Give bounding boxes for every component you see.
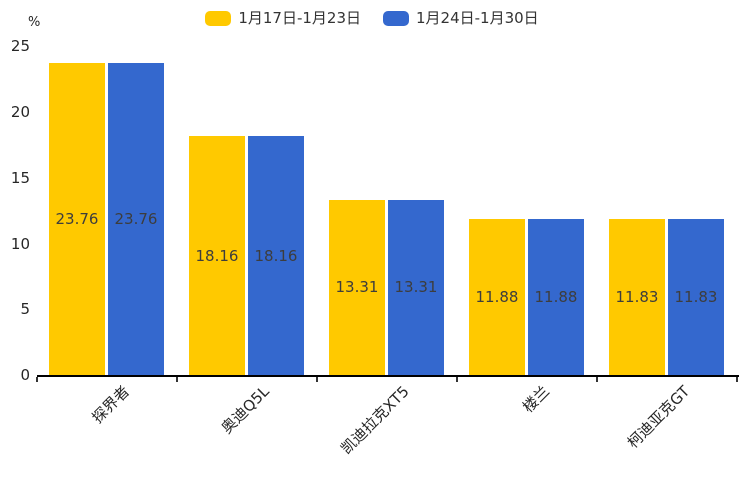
bar-week1: 11.83 — [609, 219, 665, 375]
x-tick-mark — [176, 377, 178, 382]
legend-swatch-blue — [383, 10, 409, 26]
bar-week2: 11.83 — [668, 219, 724, 375]
bar-value-label: 11.83 — [674, 288, 718, 307]
x-category-label: 凯迪拉克XT5 — [337, 382, 414, 458]
y-tick-label: 0 — [20, 366, 30, 384]
y-axis-unit-label: % — [28, 15, 41, 30]
x-tick-mark — [316, 377, 318, 382]
x-category-label: 奥迪Q5L — [218, 382, 274, 438]
bar-week1: 18.16 — [189, 136, 245, 375]
bar-value-label: 13.31 — [335, 278, 379, 297]
bar-value-label: 23.76 — [114, 209, 158, 228]
bar-value-label: 18.16 — [195, 246, 239, 265]
bar-value-label: 23.76 — [55, 209, 99, 228]
y-tick-label: 20 — [10, 103, 30, 121]
x-category-label: 柯迪亚克GT — [623, 382, 694, 452]
bar-week2: 11.88 — [528, 218, 584, 375]
x-tick-mark — [36, 377, 38, 382]
legend-label-week2: 1月24日-1月30日 — [416, 9, 539, 27]
y-tick-label: 15 — [10, 168, 30, 187]
legend-label-week1: 1月17日-1月23日 — [238, 9, 361, 27]
bar-value-label: 11.83 — [615, 288, 659, 307]
legend-item-week2: 1月24日-1月30日 — [383, 9, 539, 27]
x-tick-mark — [456, 377, 458, 382]
bar-value-label: 18.16 — [254, 246, 298, 265]
y-tick-label: 25 — [10, 37, 30, 56]
bar-week1: 13.31 — [329, 199, 385, 375]
x-category-label: 楼兰 — [519, 382, 554, 417]
bar-week2: 23.76 — [108, 62, 164, 375]
chart-legend: 1月17日-1月23日 1月24日-1月30日 — [0, 9, 744, 27]
bar-week1: 23.76 — [49, 62, 105, 375]
x-axis-line — [37, 375, 739, 377]
bar-value-label: 13.31 — [394, 278, 438, 297]
x-category-label: 探界者 — [88, 382, 134, 427]
x-tick-mark — [736, 377, 738, 382]
bar-week1: 11.88 — [469, 218, 525, 375]
bar-value-label: 11.88 — [475, 287, 519, 306]
legend-item-week1: 1月17日-1月23日 — [205, 9, 361, 27]
bar-value-label: 11.88 — [534, 287, 578, 306]
y-tick-label: 5 — [20, 300, 30, 319]
bar-week2: 18.16 — [248, 136, 304, 375]
y-tick-label: 10 — [10, 234, 30, 253]
x-tick-mark — [596, 377, 598, 382]
legend-swatch-yellow — [205, 10, 232, 26]
bar-week2: 13.31 — [388, 199, 444, 375]
